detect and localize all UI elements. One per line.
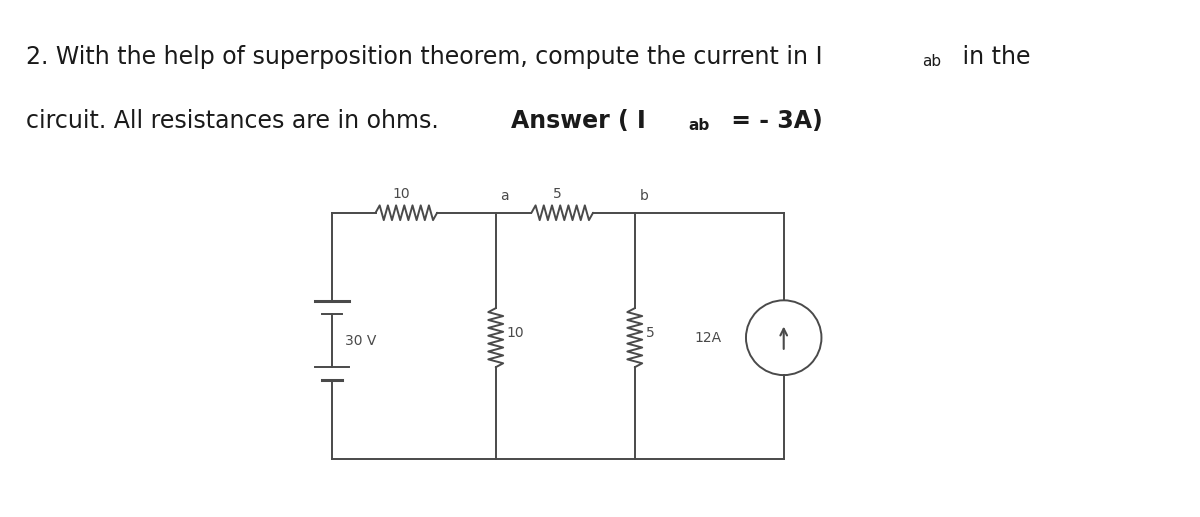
Text: circuit. All resistances are in ohms.: circuit. All resistances are in ohms. xyxy=(26,110,446,133)
Text: 2. With the help of superposition theorem, compute the current in I: 2. With the help of superposition theore… xyxy=(26,45,823,69)
Text: 10: 10 xyxy=(392,187,410,201)
Text: a: a xyxy=(499,189,509,203)
Text: ab: ab xyxy=(923,54,941,69)
Text: = - 3A): = - 3A) xyxy=(724,110,823,133)
Text: ab: ab xyxy=(688,118,709,133)
Text: 30 V: 30 V xyxy=(344,333,376,347)
Text: 12A: 12A xyxy=(695,331,721,345)
Text: Answer ( I: Answer ( I xyxy=(511,110,646,133)
Text: in the: in the xyxy=(954,45,1030,69)
Text: 5: 5 xyxy=(646,326,654,340)
Text: 5: 5 xyxy=(553,187,562,201)
Text: b: b xyxy=(640,189,648,203)
Text: 10: 10 xyxy=(506,326,524,340)
